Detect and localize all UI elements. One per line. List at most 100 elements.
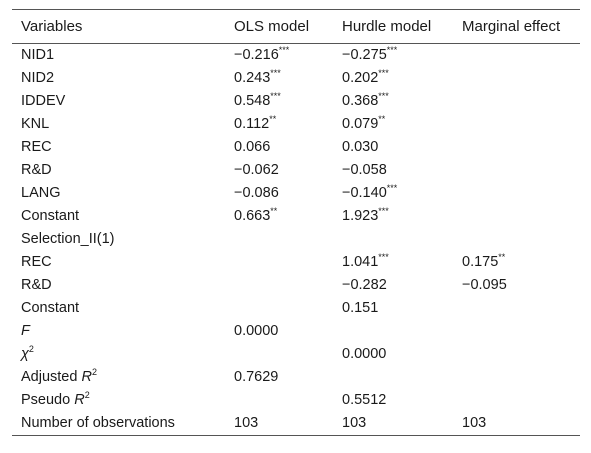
ols-value: 0.548*** [234, 90, 342, 113]
significance-stars: *** [378, 252, 389, 262]
ols-value: −0.062 [234, 159, 342, 182]
hurdle-value-text: 0.202 [342, 70, 379, 86]
row-label: Selection_II(1) [12, 228, 234, 251]
table-row-f: F 0.0000 [12, 320, 580, 343]
hurdle-value: −0.275*** [342, 44, 462, 68]
marginal-value [462, 44, 580, 68]
row-label: NID2 [12, 67, 234, 90]
table-row: Selection_II(1) [12, 228, 580, 251]
ols-value-text: −0.086 [234, 185, 279, 201]
row-label: REC [12, 251, 234, 274]
table-row-adjusted-r2: Adjusted R2 0.7629 [12, 366, 580, 389]
marginal-value: 103 [462, 415, 487, 431]
table-row-chi2: χ2 0.0000 [12, 343, 580, 366]
ols-value [234, 297, 342, 320]
marginal-value [462, 297, 580, 320]
hurdle-value-text: 1.041 [342, 254, 379, 270]
row-label-text: REC [21, 254, 52, 270]
row-label: χ2 [12, 343, 234, 366]
significance-stars: *** [378, 206, 389, 216]
marginal-value: −0.095 [462, 274, 580, 297]
marginal-value: 0.175** [462, 251, 580, 274]
significance-stars: *** [378, 68, 389, 78]
ols-value: 0.112** [234, 113, 342, 136]
row-label-text: R&D [21, 277, 52, 293]
hurdle-value: 0.5512 [342, 392, 387, 408]
row-label: KNL [12, 113, 234, 136]
table-row: IDDEV 0.548*** 0.368*** [12, 90, 580, 113]
row-label: R&D [12, 274, 234, 297]
hurdle-value-text: 0.030 [342, 139, 379, 155]
table-row: REC 1.041*** 0.175** [12, 251, 580, 274]
significance-stars: *** [386, 183, 398, 193]
chi-superscript: 2 [28, 344, 34, 354]
header-hurdle-model: Hurdle model [342, 18, 432, 35]
hurdle-value-text: −0.140 [342, 185, 387, 201]
hurdle-value: 0.151 [342, 297, 462, 320]
marginal-value [462, 67, 580, 90]
significance-stars: *** [278, 45, 290, 55]
table-row: R&D −0.282 −0.095 [12, 274, 580, 297]
hurdle-value-text: −0.282 [342, 277, 387, 293]
hurdle-value-text: −0.275 [342, 47, 387, 63]
table-row: REC 0.066 0.030 [12, 136, 580, 159]
ols-value-text: 0.112 [234, 116, 270, 132]
hurdle-value-text: 1.923 [342, 208, 379, 224]
row-label: Constant [12, 205, 234, 228]
table-row: NID2 0.243*** 0.202*** [12, 67, 580, 90]
hurdle-value-text: −0.058 [342, 162, 387, 178]
table-row: NID1 −0.216*** −0.275*** [12, 44, 580, 68]
ols-value-text: −0.216 [234, 47, 279, 63]
marginal-value [462, 136, 580, 159]
table-row: LANG −0.086 −0.140*** [12, 182, 580, 205]
r-superscript: 2 [84, 390, 90, 400]
significance-stars: ** [270, 206, 278, 216]
marginal-value [462, 366, 580, 389]
row-label-text: Selection_II(1) [21, 231, 115, 247]
ols-value [234, 251, 342, 274]
row-label-text: Constant [21, 300, 80, 316]
header-marginal-effect: Marginal effect [462, 18, 561, 35]
table-header-row: Variables OLS model Hurdle model Margina… [12, 9, 580, 44]
ols-value-text: −0.062 [234, 162, 279, 178]
row-label-text: LANG [21, 185, 61, 201]
table-row-observations: Number of observations 103 103 103 [12, 412, 580, 436]
row-label-text: NID2 [21, 70, 55, 86]
ols-value-text: 0.066 [234, 139, 271, 155]
row-label-text: IDDEV [21, 93, 66, 109]
hurdle-value: 1.041*** [342, 251, 462, 274]
ols-value: 103 [234, 415, 259, 431]
ols-value: −0.086 [234, 182, 342, 205]
marginal-value [462, 389, 580, 412]
significance-stars: *** [270, 68, 281, 78]
hurdle-value: 0.079** [342, 113, 462, 136]
hurdle-value: 0.030 [342, 136, 462, 159]
ols-value-text: 0.663 [234, 208, 271, 224]
row-label: F [12, 320, 234, 343]
hurdle-value [342, 320, 462, 343]
regression-results-table: Variables OLS model Hurdle model Margina… [12, 9, 580, 436]
row-label: LANG [12, 182, 234, 205]
ols-value-text: 0.243 [234, 70, 271, 86]
row-label: NID1 [12, 44, 234, 68]
marginal-value [462, 228, 580, 251]
f-symbol: F [21, 323, 30, 339]
pseudo-prefix: Pseudo [21, 392, 75, 408]
hurdle-value-text: 0.151 [342, 300, 379, 316]
row-label-text: NID1 [21, 47, 55, 63]
hurdle-value: 1.923*** [342, 205, 462, 228]
marginal-value [462, 182, 580, 205]
significance-stars: ** [378, 114, 386, 124]
header-variables: Variables [21, 18, 83, 35]
header-ols-model: OLS model [234, 18, 310, 35]
marginal-value-text: −0.095 [462, 277, 507, 293]
significance-stars: *** [378, 91, 389, 101]
ols-value: 0.663** [234, 205, 342, 228]
table-row-pseudo-r2: Pseudo R2 0.5512 [12, 389, 580, 412]
ols-value: 0.7629 [234, 369, 279, 385]
ols-value [234, 343, 342, 366]
row-label: Pseudo R2 [12, 389, 234, 412]
ols-value [234, 228, 342, 251]
hurdle-value-text: 0.079 [342, 116, 379, 132]
adjusted-prefix: Adjusted [21, 369, 82, 385]
